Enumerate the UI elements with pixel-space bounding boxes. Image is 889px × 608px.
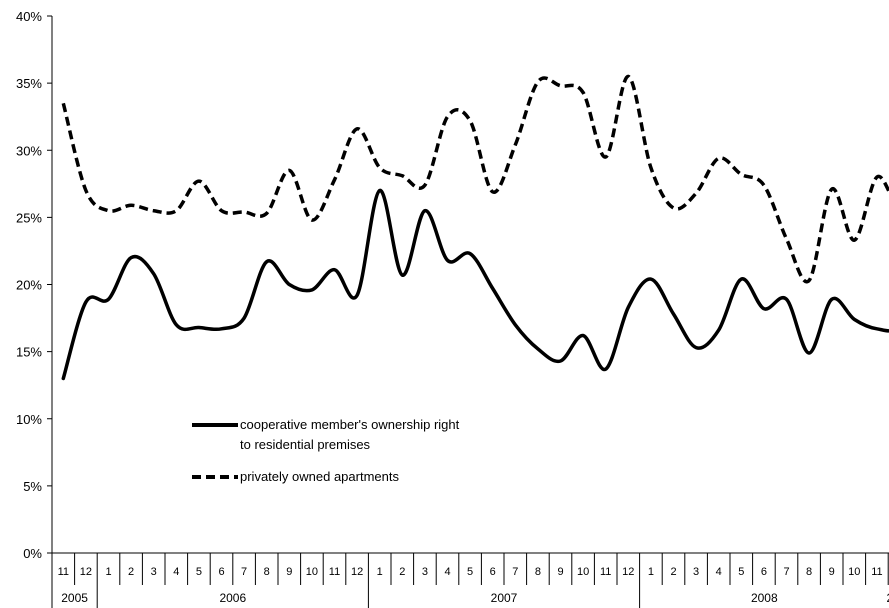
y-tick-label: 10% (16, 412, 42, 427)
y-tick-label: 5% (23, 479, 42, 494)
year-label: 2009 (887, 591, 889, 605)
month-label: 3 (422, 566, 428, 578)
legend-label-private: privately owned apartments (240, 469, 399, 484)
month-label: 12 (351, 566, 363, 578)
month-label: 9 (557, 566, 563, 578)
month-label: 7 (241, 566, 247, 578)
y-tick-label: 35% (16, 76, 42, 91)
year-label: 2006 (219, 591, 246, 605)
legend-label-cooperative-line2: to residential premises (240, 437, 371, 452)
year-label: 2005 (61, 591, 88, 605)
y-tick-label: 20% (16, 278, 42, 293)
month-label: 4 (173, 566, 179, 578)
month-label: 8 (806, 566, 812, 578)
month-label: 7 (783, 566, 789, 578)
legend-label-cooperative-line1: cooperative member's ownership right (240, 417, 460, 432)
month-label: 7 (512, 566, 518, 578)
month-label: 11 (58, 566, 69, 578)
month-label: 2 (399, 566, 405, 578)
month-label: 3 (693, 566, 699, 578)
month-label: 1 (377, 566, 383, 578)
month-label: 10 (848, 566, 860, 578)
y-tick-label: 40% (16, 9, 42, 24)
series-lines (61, 74, 889, 381)
year-label: 2008 (751, 591, 778, 605)
month-label: 9 (286, 566, 292, 578)
legend: cooperative member's ownership right to … (192, 417, 460, 484)
month-label: 3 (151, 566, 157, 578)
month-label: 10 (577, 566, 589, 578)
y-tick-label: 15% (16, 345, 42, 360)
month-label: 11 (600, 566, 611, 578)
month-label: 6 (218, 566, 224, 578)
month-label: 1 (105, 566, 111, 578)
month-label: 8 (264, 566, 270, 578)
month-label: 2 (128, 566, 134, 578)
month-label: 11 (871, 566, 882, 578)
series-line-cooperative (61, 188, 889, 381)
y-tick-label: 0% (23, 546, 42, 561)
y-tick-label: 25% (16, 210, 42, 225)
month-label: 9 (829, 566, 835, 578)
month-label: 1 (648, 566, 654, 578)
month-label: 12 (80, 566, 92, 578)
x-axis-table: 11 12 1 2 3 4 5 6 7 8 9 10 11 12 1 2 3 4 5 6 7 8 9 10 11 12 1 2 3 4 5 6… (51, 552, 889, 608)
y-tick-label: 30% (16, 143, 42, 158)
y-axis-ticks: 0% 5% 10% 15% 20% 25% 30% 35% 40% (16, 9, 52, 561)
month-label: 4 (444, 566, 450, 578)
month-label: 10 (306, 566, 318, 578)
month-label: 5 (467, 566, 473, 578)
month-label: 6 (490, 566, 496, 578)
month-label: 12 (622, 566, 634, 578)
month-label: 5 (738, 566, 744, 578)
month-label: 2 (670, 566, 676, 578)
month-label: 6 (761, 566, 767, 578)
series-line-private (61, 74, 889, 284)
year-label: 2007 (491, 591, 518, 605)
month-label: 4 (716, 566, 722, 578)
month-label: 11 (329, 566, 340, 578)
month-label: 5 (196, 566, 202, 578)
month-label: 8 (535, 566, 541, 578)
